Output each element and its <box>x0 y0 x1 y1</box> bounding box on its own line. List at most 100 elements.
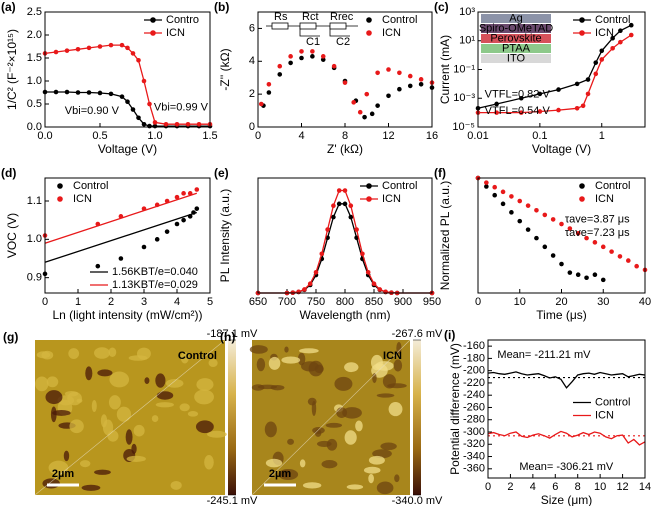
data-point <box>537 91 543 97</box>
afm-texture <box>144 377 150 384</box>
afm-texture <box>155 402 174 408</box>
x-tick-label: 1.0 <box>147 130 162 142</box>
data-point <box>258 101 264 107</box>
data-point <box>509 210 514 215</box>
data-point <box>53 49 59 55</box>
data-point <box>617 254 623 259</box>
data-point <box>567 226 573 231</box>
data-point <box>386 93 391 99</box>
y-tick-label: -160 <box>463 340 485 352</box>
legend-label: Control <box>595 180 630 192</box>
afm-texture <box>380 442 397 451</box>
afm-texture <box>394 474 400 483</box>
data-point <box>592 240 598 245</box>
y-tick-label: 6 <box>249 22 255 34</box>
afm-texture <box>195 420 214 434</box>
device-layer <box>481 24 551 33</box>
data-point <box>351 100 357 105</box>
data-point <box>534 207 539 213</box>
afm-texture <box>109 371 130 388</box>
data-point <box>492 192 498 198</box>
afm-texture <box>299 348 319 354</box>
data-point <box>174 194 180 200</box>
legend-marker <box>150 17 156 23</box>
panel-label: (i) <box>444 328 455 342</box>
data-point <box>584 275 589 281</box>
annotation: τave=7.23 μs <box>565 227 630 239</box>
data-point <box>580 103 586 109</box>
data-point <box>397 70 402 76</box>
data-point <box>494 101 499 107</box>
x-tick-label: 40 <box>639 296 651 308</box>
x-tick-label: 950 <box>423 296 441 308</box>
panel-label: (d) <box>1 166 16 180</box>
data-point <box>141 121 147 127</box>
device-layer <box>481 14 551 23</box>
x-tick-label: 8 <box>575 481 581 493</box>
afm-texture <box>108 395 121 410</box>
series-line <box>258 203 432 294</box>
circuit-label: Rs <box>274 11 288 23</box>
data-point <box>299 55 304 61</box>
y-tick-label: 2.0 <box>27 29 42 41</box>
legend-marker <box>366 183 372 189</box>
afm-texture <box>194 389 214 405</box>
data-point <box>288 60 293 66</box>
data-point <box>418 77 424 82</box>
data-point <box>64 89 70 95</box>
x-tick-label: 10 <box>594 481 606 493</box>
resistor <box>329 22 347 30</box>
afm-texture <box>48 460 69 475</box>
data-point <box>136 58 141 63</box>
data-point <box>628 32 634 38</box>
device-layer <box>481 44 551 53</box>
y-tick-label: 10³ <box>459 6 475 18</box>
y-tick-label: -220 <box>463 377 485 389</box>
y-tick-label: 10¹ <box>459 35 475 47</box>
afm-texture <box>35 376 49 392</box>
legend-marker <box>579 196 585 202</box>
annotation: τave=3.87 μs <box>565 213 630 225</box>
annotation: Vbi=0.90 V <box>65 105 120 117</box>
data-point <box>310 54 315 59</box>
legend-label: Control <box>382 180 417 192</box>
data-point <box>95 263 101 269</box>
afm-texture <box>344 430 357 445</box>
data-point <box>181 217 186 223</box>
data-point <box>319 251 325 257</box>
x-tick-label: 650 <box>249 296 267 308</box>
device-layer <box>481 54 551 63</box>
afm-texture <box>116 406 132 422</box>
x-tick-label: 1 <box>75 296 81 308</box>
legend-label: ICN <box>73 193 92 205</box>
legend-label: 1.56KBT/e=0.040 <box>112 266 198 278</box>
afm-texture <box>52 410 71 416</box>
afm-texture <box>85 366 93 381</box>
data-point <box>185 121 191 127</box>
x-tick-label: 0.5 <box>92 130 107 142</box>
data-point <box>610 35 615 41</box>
afm-texture <box>81 484 101 491</box>
y-tick-label: 1.0 <box>27 233 42 245</box>
data-point <box>593 71 599 77</box>
afm-texture <box>307 397 317 406</box>
y-tick-label: -240 <box>463 389 485 401</box>
resistor <box>299 22 317 30</box>
data-point <box>164 229 170 234</box>
legend-marker <box>579 30 585 36</box>
afm-texture <box>342 407 362 419</box>
legend-label: ICN <box>382 193 401 205</box>
afm-texture <box>355 420 363 432</box>
data-point <box>534 235 539 241</box>
y-tick-label: -360 <box>463 463 485 475</box>
legend-marker <box>579 183 585 189</box>
colorbar-label: -187.1 mV <box>207 328 258 340</box>
y-tick-label: 10⁻¹ <box>453 63 475 75</box>
x-tick-label: 900 <box>394 296 412 308</box>
data-point <box>559 261 564 267</box>
afm-texture <box>336 407 348 418</box>
series-line <box>487 371 646 389</box>
device-layer-label: ITO <box>507 53 526 65</box>
colorbar <box>413 340 421 495</box>
